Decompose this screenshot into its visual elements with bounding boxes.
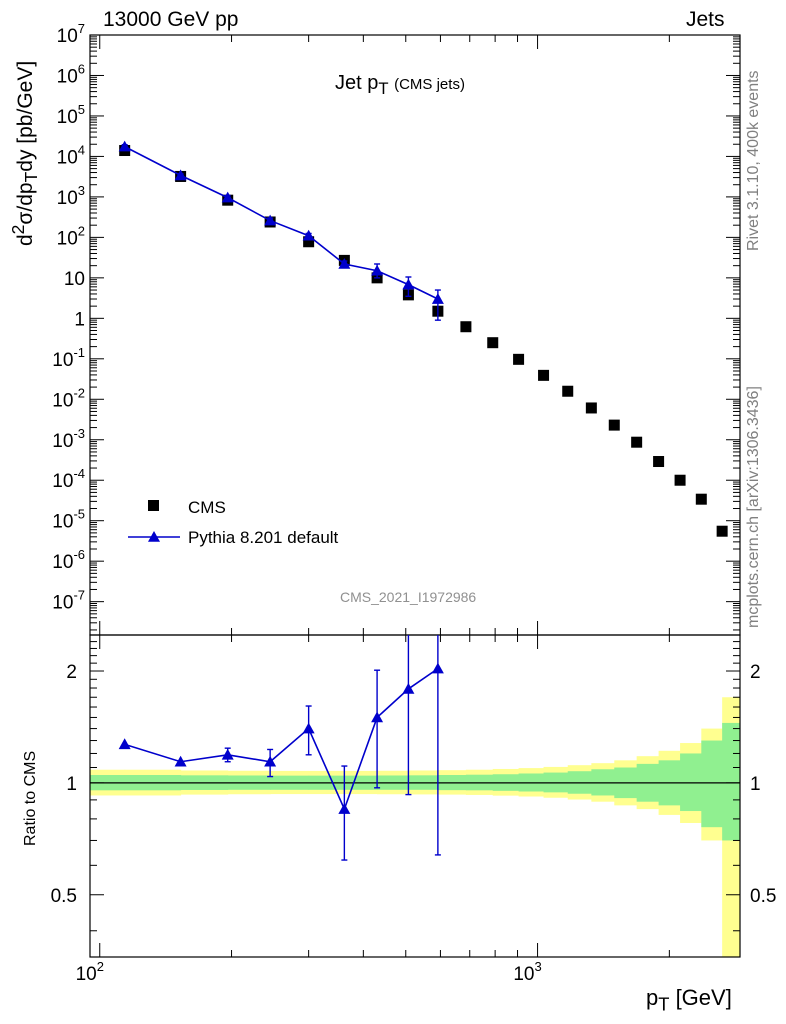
y-tick-label: 107 xyxy=(57,21,85,47)
ratio-tick-label-left: 1 xyxy=(66,774,77,795)
ratio-pythia-point xyxy=(402,682,415,694)
ratio-pythia-point xyxy=(264,755,277,767)
pythia-point xyxy=(174,169,187,181)
ratio-uncertainty-bands xyxy=(90,697,741,957)
pythia-point xyxy=(402,278,415,290)
x-axis-label: pT [GeV] xyxy=(646,985,732,1015)
y-tick-label: 10-7 xyxy=(52,588,85,614)
header-left-label: 13000 GeV pp xyxy=(103,8,239,31)
main-y-axis-label: d2σ/dpTdy [pb/GeV] xyxy=(8,60,42,246)
pythia-line xyxy=(124,145,439,300)
pythia-point xyxy=(302,229,315,241)
axis-ticks xyxy=(90,34,740,957)
pythia-point xyxy=(118,140,131,152)
watermark: CMS_2021_I1972986 xyxy=(340,589,477,605)
ratio-y-axis-label: Ratio to CMS xyxy=(22,750,39,846)
y-tick-label: 104 xyxy=(57,142,85,168)
y-tick-label: 10-5 xyxy=(52,507,85,533)
cms-point xyxy=(538,369,550,381)
y-tick-label: 103 xyxy=(57,183,85,209)
legend-pythia-label: Pythia 8.201 default xyxy=(188,528,339,547)
ratio-tick-label-right: 0.5 xyxy=(750,886,776,907)
cms-point xyxy=(562,385,574,397)
ratio-tick-label-right: 2 xyxy=(750,662,761,683)
y-tick-label: 10-1 xyxy=(52,345,85,371)
mcplots-label: mcplots.cern.ch [arXiv:1306.3436] xyxy=(745,386,762,628)
cms-point xyxy=(460,321,472,333)
plot-title: Jet pT (CMS jets) xyxy=(335,72,465,98)
ratio-pythia-point xyxy=(338,803,351,814)
y-tick-label: 1 xyxy=(74,309,85,330)
ratio-pythia-point xyxy=(221,748,234,760)
pythia-point xyxy=(338,257,351,269)
band-inner-bin xyxy=(722,722,741,841)
ratio-pythia-point xyxy=(118,738,131,750)
cms-point xyxy=(674,474,686,486)
y-tick-label: 10-6 xyxy=(52,547,85,573)
cms-point xyxy=(716,525,728,537)
y-tick-label: 102 xyxy=(57,223,85,249)
pythia-point xyxy=(431,293,444,304)
ratio-plot-frame xyxy=(89,634,741,958)
data-points xyxy=(119,145,728,537)
ratio-pythia-point xyxy=(371,711,384,723)
legend: CMS Pythia 8.201 default xyxy=(128,498,339,547)
band-inner-bin xyxy=(701,740,723,828)
pythia-point xyxy=(264,214,277,226)
y-tick-label: 10-3 xyxy=(52,426,85,452)
ratio-tick-label-left: 2 xyxy=(66,662,77,683)
plot-frames xyxy=(89,34,741,958)
cms-point xyxy=(695,493,707,505)
y-tick-label: 106 xyxy=(57,61,85,87)
cms-point xyxy=(653,456,665,468)
ratio-tick-label-right: 1 xyxy=(750,774,761,795)
ratio-pythia-point xyxy=(174,755,187,767)
pythia-point xyxy=(221,191,234,203)
cms-point xyxy=(585,402,597,414)
ratio-tick-label-left: 0.5 xyxy=(51,886,77,907)
y-tick-label: 10-2 xyxy=(52,385,85,411)
header-right-label: Jets xyxy=(686,8,725,31)
band-inner-bin xyxy=(680,753,702,812)
cms-point xyxy=(303,236,315,248)
pythia-point xyxy=(371,264,384,276)
legend-cms-label: CMS xyxy=(188,498,226,517)
y-tick-label: 105 xyxy=(57,102,85,128)
x-tick-label: 102 xyxy=(76,959,104,985)
y-tick-label: 10-4 xyxy=(52,466,85,492)
ratio-pythia-point xyxy=(302,722,315,734)
legend-pythia-marker xyxy=(148,531,160,542)
pythia-series xyxy=(118,140,444,861)
ratio-pythia-point xyxy=(431,662,444,674)
legend-cms-marker xyxy=(148,500,159,511)
cms-point xyxy=(513,353,525,365)
tick-labels: 10-7 10-6 10-5 10-4 10-3 10-2 10-1 1 10 102 103 104… xyxy=(51,21,777,985)
cms-point xyxy=(487,337,499,349)
cms-point xyxy=(608,419,620,431)
x-tick-label: 103 xyxy=(513,959,541,985)
y-tick-label: 10 xyxy=(64,269,85,290)
rivet-version-label: Rivet 3.1.10, 400k events xyxy=(745,70,762,251)
cms-point xyxy=(631,436,643,448)
